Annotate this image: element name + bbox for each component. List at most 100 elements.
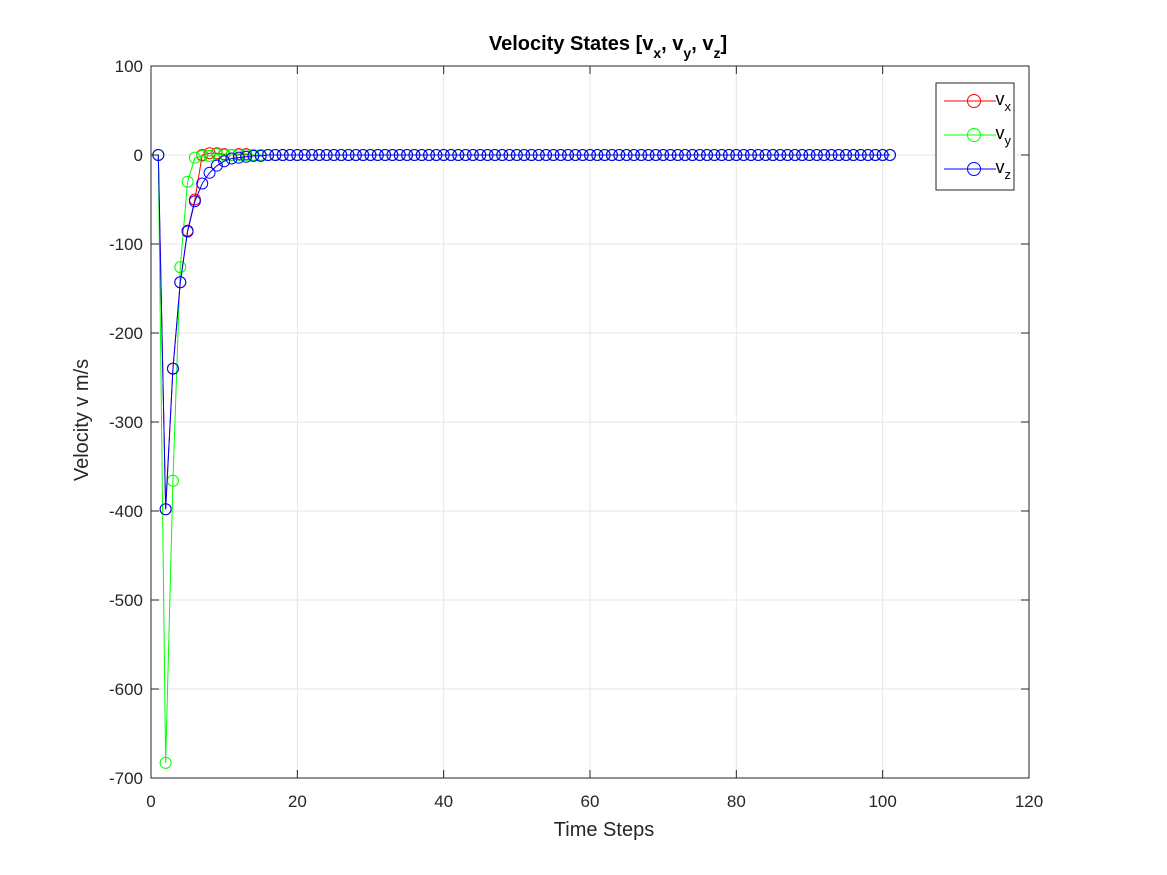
data-point-vz <box>371 149 384 161</box>
data-point-vy <box>196 149 209 162</box>
y-tick-label: -500 <box>109 591 143 610</box>
data-point-vz <box>569 149 582 161</box>
data-point-vz <box>218 155 231 168</box>
data-point-vz <box>737 149 750 161</box>
data-point-vz <box>774 149 787 161</box>
legend-marker-vy <box>967 128 981 142</box>
x-tick-label: 20 <box>288 792 307 811</box>
data-point-vz <box>803 149 816 161</box>
data-point-vz <box>225 152 238 165</box>
data-point-vz <box>269 149 282 161</box>
data-point-vz <box>349 149 362 161</box>
data-point-vz <box>188 195 201 208</box>
data-point-vz <box>876 149 889 161</box>
y-tick-label: 100 <box>115 57 143 76</box>
data-point-vz <box>693 149 706 161</box>
data-point-vz <box>327 149 340 161</box>
data-point-vz <box>254 149 267 162</box>
data-point-vz <box>305 149 318 161</box>
data-point-vz <box>335 149 348 161</box>
data-point-vz <box>276 149 289 161</box>
data-point-vz <box>862 149 875 161</box>
data-point-vz <box>313 149 326 161</box>
data-point-vz <box>591 149 604 161</box>
data-point-vy <box>159 756 172 769</box>
data-point-vz <box>386 149 399 161</box>
data-point-vz <box>730 149 743 161</box>
data-point-vy <box>203 149 216 162</box>
data-point-vz <box>444 149 457 161</box>
data-point-vz <box>598 149 611 161</box>
y-tick-label: -200 <box>109 324 143 343</box>
data-point-vz <box>671 149 684 161</box>
data-point-vz <box>664 149 677 161</box>
data-point-vz <box>291 149 304 161</box>
data-point-vz <box>298 149 311 161</box>
data-point-vz <box>832 149 845 161</box>
data-point-vz <box>284 149 297 161</box>
data-point-vz <box>649 149 662 161</box>
data-point-vz <box>210 159 223 172</box>
data-point-vz <box>181 225 194 238</box>
data-point-vz <box>723 149 736 161</box>
x-tick-label: 100 <box>868 792 896 811</box>
y-tick-label: -300 <box>109 413 143 432</box>
legend-marker-vz <box>967 162 981 176</box>
x-tick-label: 40 <box>434 792 453 811</box>
data-point-vz <box>620 149 633 161</box>
data-point-vz <box>532 149 545 161</box>
data-point-vz <box>679 149 692 161</box>
x-tick-label: 60 <box>581 792 600 811</box>
data-point-vy <box>218 149 231 161</box>
data-point-vz <box>159 503 172 516</box>
data-point-vy <box>188 151 201 164</box>
data-point-vz <box>642 149 655 161</box>
data-point-vz <box>496 149 509 161</box>
data-point-vz <box>554 149 567 161</box>
data-point-vz <box>584 149 596 161</box>
data-point-vz <box>481 149 494 161</box>
data-point-vz <box>627 149 640 161</box>
axis-ticks: 0 20 40 60 80 100 120 100 0 -100 -200 -300 -400 -500 -… <box>109 57 1043 811</box>
data-point-vz <box>423 149 436 161</box>
series-layer <box>152 147 896 769</box>
data-point-vz <box>715 149 728 161</box>
data-point-vz <box>766 149 779 161</box>
data-point-vy <box>225 149 238 161</box>
data-point-vz <box>657 149 670 161</box>
data-point-vz <box>605 149 618 161</box>
legend-marker-vx <box>967 94 981 108</box>
data-point-vz <box>781 149 794 161</box>
data-point-vz <box>759 149 772 161</box>
data-point-vz <box>788 149 801 161</box>
data-point-vz <box>562 149 575 161</box>
data-point-vz <box>174 276 187 289</box>
data-point-vz <box>686 149 699 161</box>
series-line-vz <box>157 154 890 510</box>
data-point-vz <box>430 149 443 161</box>
data-point-vz <box>518 149 531 161</box>
y-axis-label: Velocity v m/s <box>71 359 93 481</box>
data-point-vx <box>203 147 216 160</box>
x-tick-label: 80 <box>727 792 746 811</box>
data-point-vz <box>796 149 809 161</box>
data-point-vz <box>825 149 838 161</box>
data-point-vz <box>459 149 472 161</box>
data-point-vz <box>196 177 209 190</box>
data-point-vz <box>547 149 560 161</box>
data-point-vz <box>510 149 523 161</box>
y-tick-label: -600 <box>109 680 143 699</box>
data-point-vz <box>364 149 377 161</box>
data-point-vz <box>357 149 370 161</box>
data-point-vz <box>847 149 860 161</box>
x-tick-label: 0 <box>146 792 155 811</box>
data-point-vz <box>342 149 355 161</box>
data-point-vz <box>752 149 765 161</box>
data-point-vz <box>320 149 333 161</box>
data-point-vz <box>840 149 853 161</box>
y-tick-label: 0 <box>134 146 143 165</box>
data-point-vz <box>525 149 538 161</box>
data-point-vz <box>576 149 589 161</box>
y-tick-label: -100 <box>109 235 143 254</box>
data-point-vz <box>474 149 487 161</box>
